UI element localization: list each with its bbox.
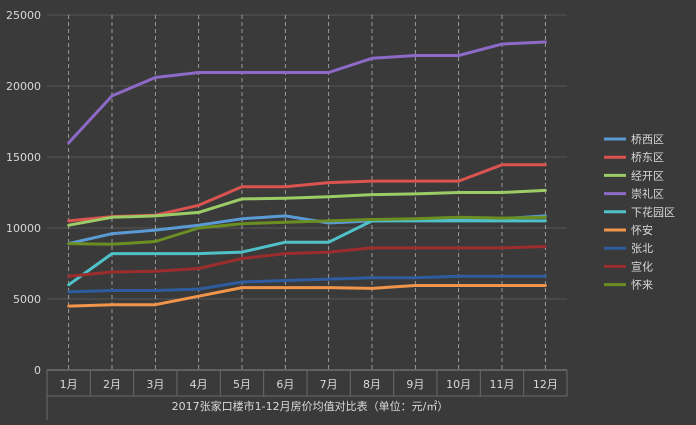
series-line — [67, 274, 547, 294]
y-tick-label: 10000 — [6, 222, 41, 235]
legend-label: 张北 — [631, 242, 653, 255]
legend-label: 经开区 — [631, 169, 664, 182]
legend-label: 下花园区 — [631, 206, 675, 219]
legend-label: 崇礼区 — [631, 187, 664, 201]
series-line — [67, 245, 547, 278]
x-tick-label: 8月 — [363, 378, 381, 391]
x-tick-label: 9月 — [406, 378, 424, 391]
series-line — [67, 219, 547, 287]
x-tick-label: 4月 — [190, 378, 208, 391]
series-line — [67, 188, 547, 227]
y-tick-label: 20000 — [6, 80, 41, 93]
x-tick-label: 5月 — [233, 378, 251, 391]
x-tick-label: 10月 — [446, 378, 471, 391]
y-tick-label: 25000 — [6, 9, 41, 22]
legend-label: 怀来 — [631, 279, 653, 292]
legend-label: 桥西区 — [631, 133, 664, 146]
x-tick-label: 2月 — [103, 378, 121, 391]
grid-layer — [47, 14, 567, 371]
x-tick-label: 12月 — [533, 378, 558, 391]
legend-label: 宣化 — [631, 259, 653, 273]
x-tick-label: 6月 — [276, 378, 294, 391]
series-line — [67, 284, 547, 308]
x-tick-label: 7月 — [320, 378, 338, 391]
x-tick-label: 3月 — [146, 378, 164, 391]
series-line — [67, 40, 547, 145]
chart-title: 2017张家口楼市1-12月房价均值对比表（单位：元/㎡） — [172, 399, 449, 413]
x-axis: 1月 2月 3月 4月 5月 6月 7月 8月 9月 10月 11月 12月 — [46, 370, 568, 420]
y-tick-label: 0 — [34, 364, 41, 377]
legend-label: 怀安 — [631, 223, 653, 237]
x-tick-label: 11月 — [490, 378, 515, 391]
series-line — [67, 215, 547, 246]
legend-label: 桥东区 — [631, 151, 664, 164]
x-tick-label: 1月 — [60, 378, 78, 391]
y-axis: 0 5000 10000 15000 20000 25000 — [6, 9, 41, 377]
y-tick-label: 5000 — [13, 293, 41, 306]
series-layer — [67, 40, 547, 308]
y-tick-label: 15000 — [6, 151, 41, 164]
